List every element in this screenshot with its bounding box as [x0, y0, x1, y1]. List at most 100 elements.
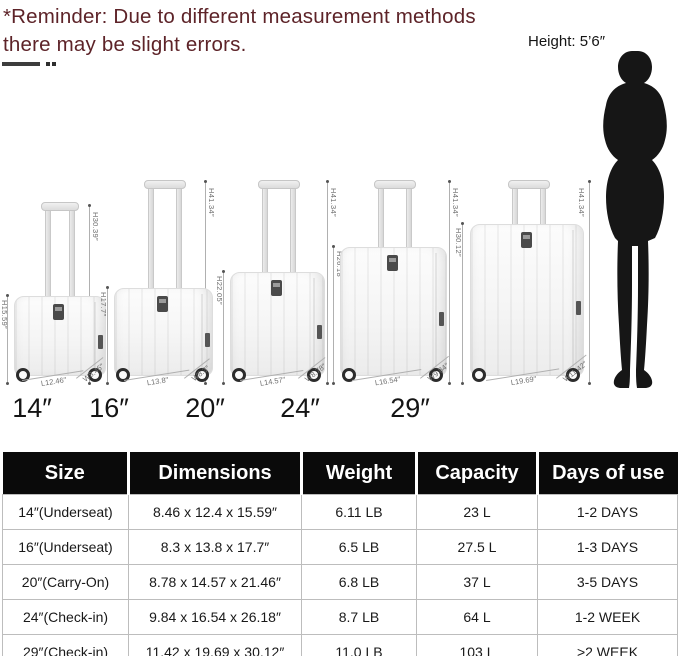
- decorative-dash: [2, 62, 40, 66]
- size-caption-29: 29″: [390, 393, 430, 423]
- table-row: 20″(Carry-On) 8.78 x 14.57 x 21.46″ 6.8 …: [2, 564, 678, 600]
- height-reference-label: Height: 5’6″: [528, 33, 606, 50]
- female-silhouette: [603, 51, 667, 388]
- telescopic-handle: [41, 202, 79, 211]
- wheel: [88, 368, 102, 382]
- header-weight: Weight: [301, 452, 418, 495]
- decorative-dot: [52, 62, 56, 66]
- body-height-label-24: H26.18″: [335, 251, 344, 280]
- table-cell: 103 L: [416, 634, 538, 656]
- table-row: 29″(Check-in) 11.42 x 19.69 x 30.12″ 11.…: [2, 634, 678, 656]
- body-height-line-16: [106, 286, 109, 385]
- table-cell: 11.42 x 19.69 x 30.12″: [128, 634, 302, 656]
- wheel: [116, 368, 130, 382]
- side-lock-icon: [576, 301, 581, 315]
- wheel: [307, 368, 321, 382]
- suitcase-16-body: [114, 288, 213, 376]
- table-cell: 1-3 DAYS: [537, 529, 678, 565]
- handle-tube: [69, 209, 75, 298]
- table-cell: 6.8 LB: [301, 564, 417, 600]
- lock-icon: [53, 304, 64, 320]
- side-lock-icon: [98, 335, 103, 349]
- table-cell: 3-5 DAYS: [537, 564, 678, 600]
- reminder-line-1: *Reminder: Due to different measurement …: [3, 5, 476, 28]
- lock-icon: [387, 255, 398, 271]
- handle-tube: [378, 187, 384, 249]
- table-cell: 8.46 x 12.4 x 15.59″: [128, 494, 302, 530]
- side-lock-icon: [317, 325, 322, 339]
- table-cell: 8.7 LB: [301, 599, 417, 635]
- table-cell: 1-2 DAYS: [537, 494, 678, 530]
- zipper-seam: [201, 294, 203, 370]
- body-height-label-14: H15.59″: [0, 300, 9, 329]
- wheel: [342, 368, 356, 382]
- header-size: Size: [2, 452, 130, 495]
- table-cell: 27.5 L: [416, 529, 538, 565]
- wheel: [16, 368, 30, 382]
- handle-tube: [176, 187, 182, 290]
- total-height-line-16: [204, 180, 207, 385]
- size-table: Size Dimensions Weight Capacity Days of …: [2, 452, 678, 656]
- decorative-dot: [46, 62, 50, 66]
- body-height-label-20: H22.05″: [215, 276, 224, 305]
- handle-tube: [406, 187, 412, 249]
- handle-tube: [148, 187, 154, 290]
- zipper-seam: [94, 302, 96, 370]
- table-cell: >2 WEEK: [537, 634, 678, 656]
- wheel: [232, 368, 246, 382]
- body-height-line-24: [332, 245, 335, 385]
- table-row: 14″(Underseat) 8.46 x 12.4 x 15.59″ 6.11…: [2, 494, 678, 530]
- total-height-line-14: [88, 204, 91, 385]
- table-cell: 16″(Underseat): [2, 529, 129, 565]
- table-row: 16″(Underseat) 8.3 x 13.8 x 17.7″ 6.5 LB…: [2, 529, 678, 565]
- size-caption-20: 20″: [185, 393, 225, 423]
- table-cell: 37 L: [416, 564, 538, 600]
- lock-icon: [271, 280, 282, 296]
- total-height-label-24: H41.34″: [451, 188, 460, 217]
- total-height-label-20: H41.34″: [329, 188, 338, 217]
- size-caption-14: 14″: [12, 393, 52, 423]
- table-row: 24″(Check-in) 9.84 x 16.54 x 26.18″ 8.7 …: [2, 599, 678, 635]
- body-height-label-16: H17.7″: [99, 292, 108, 317]
- reminder-text: *Reminder: Due to different measurement …: [3, 3, 476, 59]
- size-caption-16: 16″: [89, 393, 129, 423]
- total-height-label-16: H41.34″: [207, 188, 216, 217]
- handle-tube: [540, 187, 546, 226]
- body-height-line-14: [6, 294, 9, 385]
- table-cell: 23 L: [416, 494, 538, 530]
- table-cell: 20″(Carry-On): [2, 564, 129, 600]
- body-height-line-20: [222, 270, 225, 385]
- body-height-line-29: [461, 222, 464, 385]
- telescopic-handle: [258, 180, 300, 189]
- header-capacity: Capacity: [416, 452, 539, 495]
- wheel: [472, 368, 486, 382]
- table-cell: 11.0 LB: [301, 634, 417, 656]
- suitcase-14-body: [14, 296, 106, 376]
- zipper-seam: [313, 278, 315, 370]
- table-cell: 64 L: [416, 599, 538, 635]
- size-caption-24: 24″: [280, 393, 320, 423]
- lock-icon: [521, 232, 532, 248]
- telescopic-handle: [144, 180, 186, 189]
- lock-icon: [157, 296, 168, 312]
- table-cell: 6.11 LB: [301, 494, 417, 530]
- side-lock-icon: [205, 333, 210, 347]
- handle-tube: [262, 187, 268, 274]
- table-cell: 6.5 LB: [301, 529, 417, 565]
- header-dimensions: Dimensions: [128, 452, 303, 495]
- zipper-seam: [572, 230, 574, 370]
- telescopic-handle: [374, 180, 416, 189]
- reminder-line-2: there may be slight errors.: [3, 33, 247, 56]
- table-cell: 14″(Underseat): [2, 494, 129, 530]
- side-lock-icon: [439, 312, 444, 326]
- suitcase-24-body: [340, 247, 447, 376]
- total-height-label-14: H30.39″: [91, 212, 100, 241]
- telescopic-handle: [508, 180, 550, 189]
- table-cell: 9.84 x 16.54 x 26.18″: [128, 599, 302, 635]
- wheel: [566, 368, 580, 382]
- handle-tube: [512, 187, 518, 226]
- suitcase-29-body: [470, 224, 584, 376]
- wheel: [195, 368, 209, 382]
- table-cell: 1-2 WEEK: [537, 599, 678, 635]
- body-height-label-29: H30.12″: [454, 228, 463, 257]
